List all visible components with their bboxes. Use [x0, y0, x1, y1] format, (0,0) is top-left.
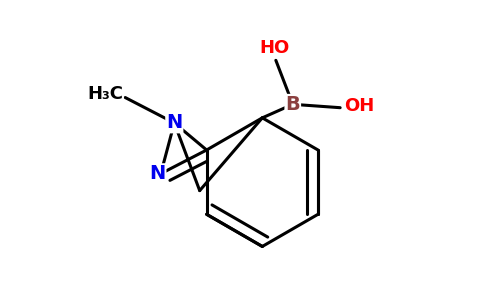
Text: N: N [166, 113, 182, 132]
Text: HO: HO [259, 40, 289, 58]
Text: B: B [286, 95, 300, 114]
Text: H₃C: H₃C [87, 85, 123, 103]
Text: OH: OH [344, 97, 374, 115]
Text: N: N [149, 164, 166, 183]
